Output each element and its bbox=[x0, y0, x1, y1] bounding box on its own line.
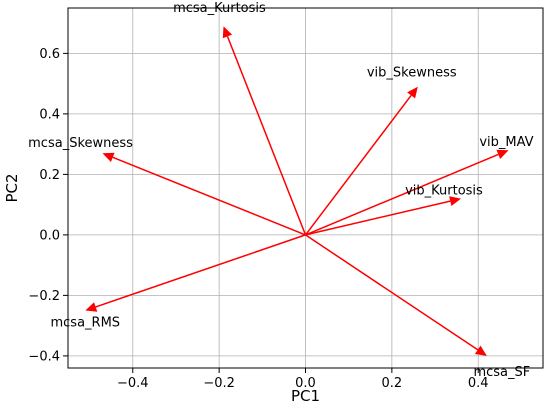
vector-arrowhead-vib_Skewness bbox=[407, 86, 418, 99]
vector-line-mcsa_Skewness bbox=[112, 156, 306, 236]
x-tick-label: 0.0 bbox=[295, 376, 316, 391]
vector-line-vib_MAV bbox=[305, 153, 499, 236]
x-tick-label: 0.2 bbox=[382, 376, 403, 391]
vector-arrowhead-mcsa_Kurtosis bbox=[222, 26, 233, 39]
vector-line-vib_Skewness bbox=[304, 94, 412, 236]
vector-arrowhead-vib_Kurtosis bbox=[449, 196, 461, 206]
vector-label: vib_Kurtosis bbox=[405, 184, 483, 199]
vector-arrowhead-mcsa_RMS bbox=[85, 302, 98, 312]
y-tick-label: −0.2 bbox=[28, 289, 60, 304]
vector-label: vib_MAV bbox=[479, 135, 533, 150]
grid bbox=[68, 8, 543, 368]
x-tick-label: −0.4 bbox=[117, 376, 149, 391]
vector-arrowhead-mcsa_SF bbox=[474, 345, 487, 356]
vector-line-mcsa_SF bbox=[305, 234, 479, 351]
vector-line-mcsa_RMS bbox=[95, 234, 306, 308]
y-tick-label: 0.6 bbox=[39, 47, 60, 62]
vector-label: mcsa_Skewness bbox=[28, 136, 133, 151]
vector-label: mcsa_RMS bbox=[50, 316, 120, 331]
y-tick-label: 0.0 bbox=[39, 228, 60, 243]
y-tick-label: 0.2 bbox=[39, 168, 60, 183]
vector-arrowhead-vib_MAV bbox=[496, 149, 509, 159]
x-tick-label: 0.4 bbox=[468, 376, 489, 391]
vector-arrowhead-mcsa_Skewness bbox=[102, 152, 115, 162]
y-axis-ticks: −0.4 −0.2 0.0 0.2 0.4 0.6 bbox=[28, 47, 68, 364]
vector-line-vib_Kurtosis bbox=[305, 200, 451, 236]
vector-label: vib_Skewness bbox=[367, 66, 457, 81]
loading-vectors bbox=[85, 26, 509, 356]
vector-label: mcsa_Kurtosis bbox=[173, 1, 266, 16]
x-axis-ticks: −0.4 −0.2 0.0 0.2 0.4 bbox=[117, 368, 489, 391]
vector-labels: mcsa_Kurtosis vib_Skewness vib_MAV mcsa_Ske… bbox=[28, 1, 534, 380]
vector-line-mcsa_Kurtosis bbox=[226, 36, 307, 236]
y-tick-label: −0.4 bbox=[28, 349, 60, 364]
y-axis-title: PC2 bbox=[3, 173, 21, 202]
y-tick-label: 0.4 bbox=[39, 107, 60, 122]
x-tick-label: −0.2 bbox=[203, 376, 235, 391]
x-axis-title: PC1 bbox=[291, 387, 320, 405]
vector-label: mcsa_SF bbox=[473, 365, 530, 380]
